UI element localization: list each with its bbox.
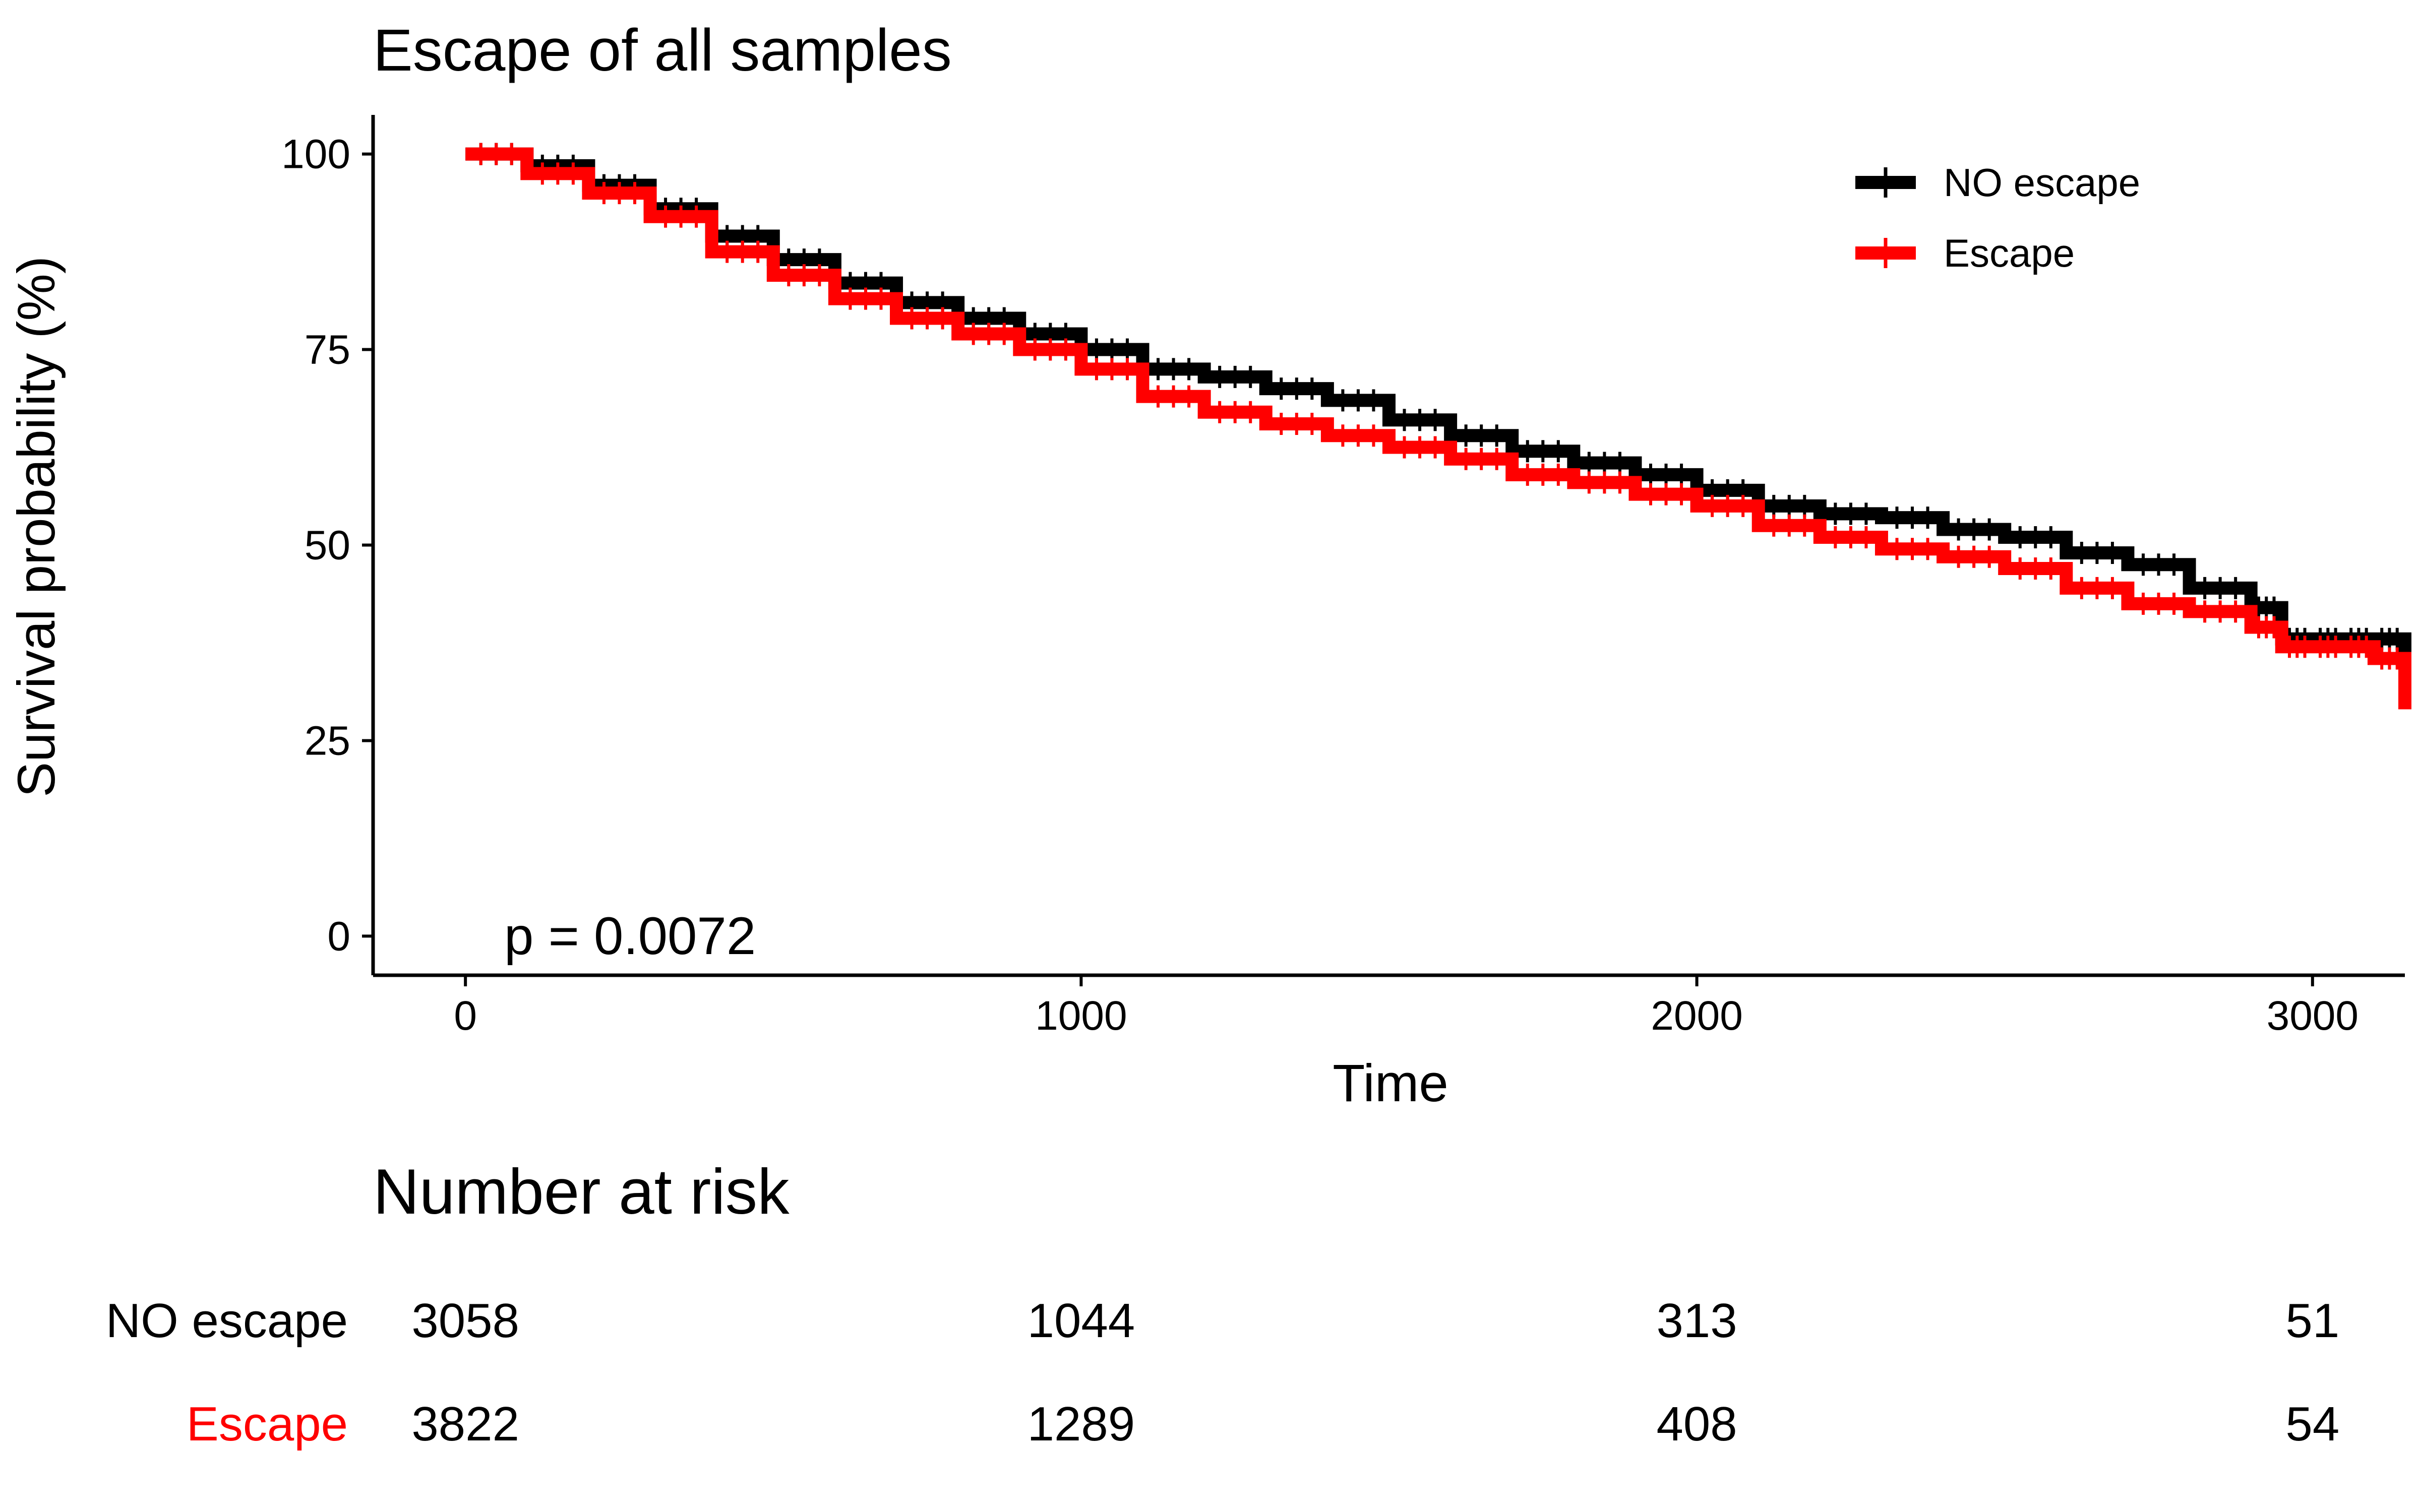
risk-table: NO escape 3058 1044 313 51 Escape 3822 1289 408 5… bbox=[106, 1294, 2339, 1451]
x-tick-label: 2000 bbox=[1651, 993, 1742, 1039]
chart-title: Escape of all samples bbox=[373, 17, 952, 84]
risk-value: 3822 bbox=[411, 1397, 519, 1451]
risk-value: 1044 bbox=[1027, 1294, 1135, 1348]
risk-table-title: Number at risk bbox=[373, 1156, 790, 1227]
y-tick-label: 0 bbox=[327, 913, 350, 959]
x-axis: 0 1000 2000 3000 bbox=[373, 973, 2405, 1039]
y-tick-label: 100 bbox=[281, 132, 350, 177]
risk-value: 408 bbox=[1657, 1397, 1737, 1451]
risk-row-label: NO escape bbox=[106, 1294, 348, 1348]
risk-value: 1289 bbox=[1027, 1397, 1135, 1451]
x-tick-label: 1000 bbox=[1035, 993, 1127, 1039]
y-axis-label: Survival probability (%) bbox=[7, 256, 66, 797]
y-tick-label: 25 bbox=[305, 718, 350, 764]
y-axis: 0 25 50 75 100 bbox=[281, 115, 375, 975]
risk-value: 313 bbox=[1657, 1294, 1737, 1348]
survival-curve-escape bbox=[465, 147, 2411, 710]
y-tick-label: 75 bbox=[305, 327, 350, 373]
plot-area bbox=[465, 143, 2411, 710]
risk-row-label: Escape bbox=[187, 1397, 348, 1451]
risk-value: 51 bbox=[2285, 1294, 2339, 1348]
risk-value: 54 bbox=[2285, 1397, 2339, 1451]
x-axis-label: Time bbox=[1333, 1054, 1448, 1113]
legend-label: NO escape bbox=[1944, 160, 2140, 205]
legend: NO escape Escape bbox=[1855, 160, 2140, 275]
x-tick-label: 3000 bbox=[2267, 993, 2358, 1039]
p-value-annotation: p = 0.0072 bbox=[504, 907, 756, 966]
risk-value: 3058 bbox=[411, 1294, 519, 1348]
x-tick-label: 0 bbox=[454, 993, 477, 1039]
y-tick-label: 50 bbox=[305, 523, 350, 569]
legend-label: Escape bbox=[1944, 231, 2075, 275]
